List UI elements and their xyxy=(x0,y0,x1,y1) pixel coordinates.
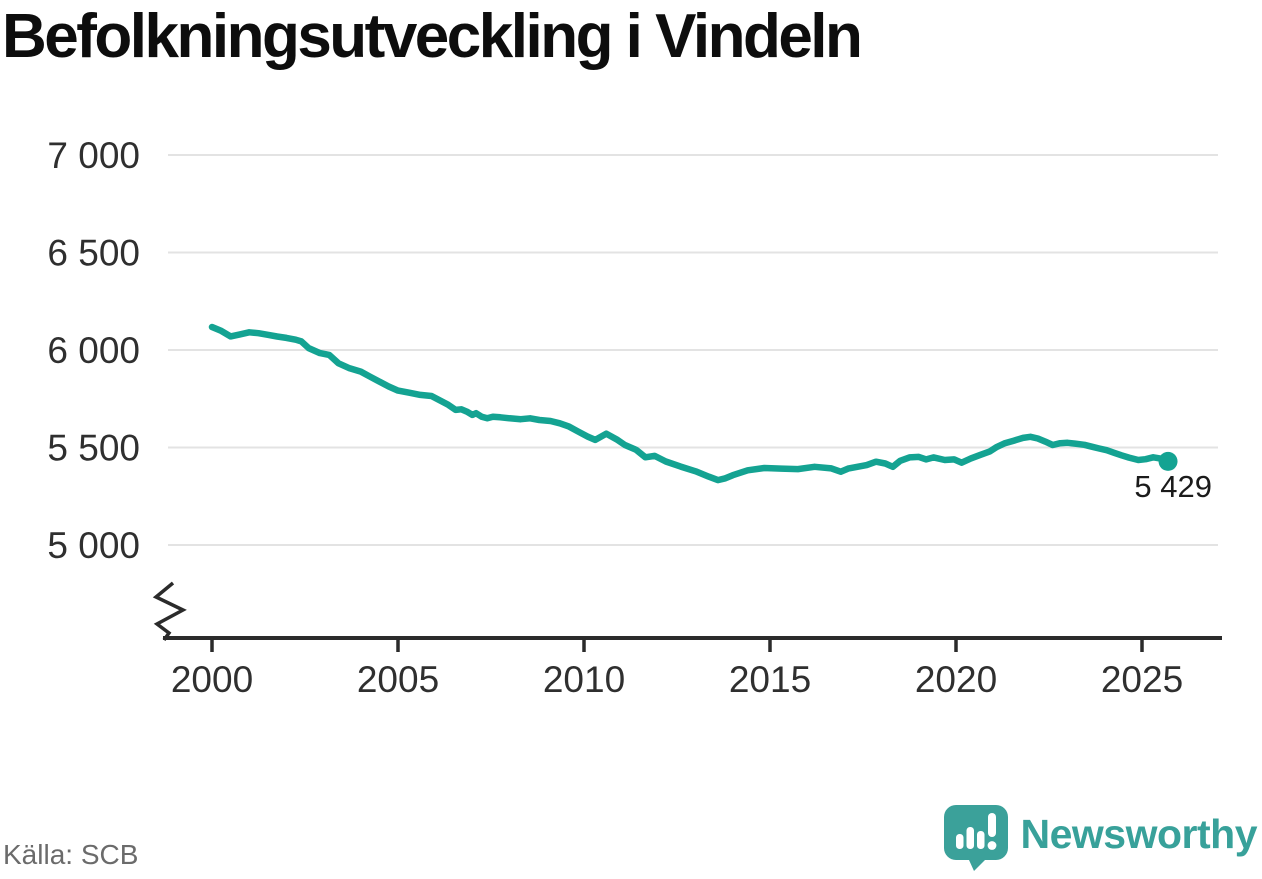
y-tick-label: 7 000 xyxy=(47,135,140,176)
y-tick-label: 6 000 xyxy=(47,330,140,371)
population-series-line xyxy=(208,323,1172,484)
x-tick-label: 2025 xyxy=(1101,659,1183,700)
last-point-dot xyxy=(1158,451,1178,471)
x-tick-label: 2015 xyxy=(729,659,811,700)
y-axis-break-icon xyxy=(152,581,187,642)
chart-title: Befolkningsutveckling i Vindeln xyxy=(2,2,863,71)
x-tick-label: 2020 xyxy=(915,659,997,700)
y-tick-label: 5 000 xyxy=(47,525,140,566)
x-tick-label: 2010 xyxy=(543,659,625,700)
bar-3 xyxy=(976,831,984,849)
y-tick-label: 6 500 xyxy=(47,233,140,274)
bar-1 xyxy=(955,834,963,849)
newsworthy-logo: Newsworthy xyxy=(943,805,1258,871)
x-tick-label: 2000 xyxy=(171,659,253,700)
last-value-label: 5 429 xyxy=(1134,469,1212,504)
exclamation-dot xyxy=(987,841,996,850)
x-tick-label: 2005 xyxy=(357,659,439,700)
y-tick-label: 5 500 xyxy=(47,428,140,469)
newsworthy-speech-bubble-icon xyxy=(943,805,1008,871)
source-caption: Källa: SCB xyxy=(3,839,139,870)
speech-bubble-shape xyxy=(943,805,1008,871)
bar-2 xyxy=(966,827,974,849)
exclamation-bar xyxy=(987,813,996,837)
newsworthy-wordmark: Newsworthy xyxy=(1020,810,1258,857)
